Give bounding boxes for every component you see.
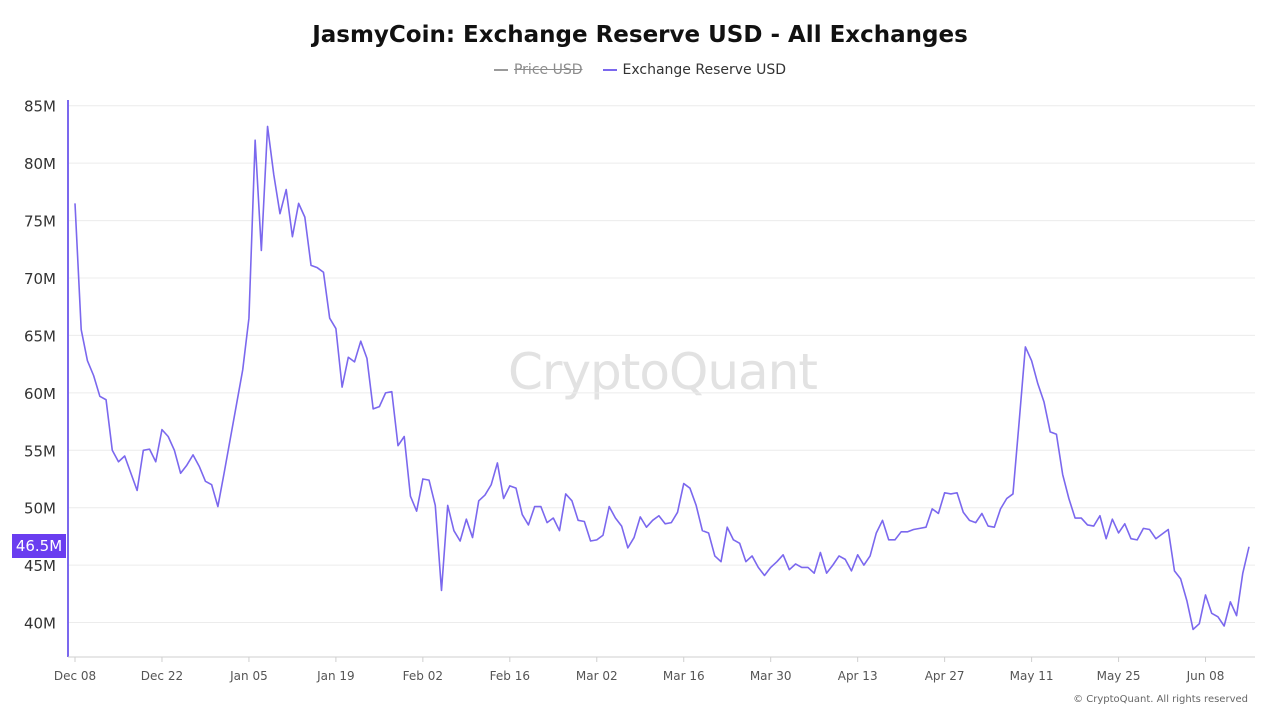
y-tick-label: 80M bbox=[24, 155, 56, 173]
chart-title: JasmyCoin: Exchange Reserve USD - All Ex… bbox=[312, 22, 968, 48]
legend-item-exchange-reserve-usd[interactable]: Exchange Reserve USD bbox=[602, 62, 787, 78]
y-tick-label: 60M bbox=[24, 385, 56, 403]
y-tick-label: 70M bbox=[24, 270, 56, 288]
x-tick-label: Mar 16 bbox=[663, 669, 705, 683]
legend-label-price-usd: Price USD bbox=[513, 62, 583, 78]
y-tick-label: 40M bbox=[24, 615, 56, 633]
watermark: CryptoQuant bbox=[508, 343, 818, 401]
x-tick-label: Mar 30 bbox=[750, 669, 792, 683]
legend-item-price-usd[interactable]: Price USD bbox=[493, 62, 583, 78]
series-line-exchange-reserve-usd bbox=[74, 125, 1250, 631]
legend-swatch-exchange-reserve-usd bbox=[602, 69, 617, 71]
legend-swatch-price-usd bbox=[493, 69, 508, 71]
x-tick-label: Jun 08 bbox=[1186, 669, 1225, 683]
y-tick-label: 75M bbox=[24, 213, 56, 231]
x-tick-label: Apr 13 bbox=[838, 669, 878, 683]
x-tick-label: Dec 22 bbox=[141, 669, 183, 683]
y-tick-label: 55M bbox=[24, 442, 56, 460]
credits: © CryptoQuant. All rights reserved bbox=[1073, 694, 1248, 705]
x-tick-label: Feb 16 bbox=[490, 669, 530, 683]
y-tick-label: 45M bbox=[24, 557, 56, 575]
y-tick-label: 65M bbox=[24, 327, 56, 345]
x-tick-label: May 11 bbox=[1010, 669, 1054, 683]
y-tick-label: 85M bbox=[24, 98, 56, 116]
y-tick-label: 50M bbox=[24, 500, 56, 518]
x-tick-label: Jan 19 bbox=[316, 669, 355, 683]
x-tick-label: Jan 05 bbox=[229, 669, 268, 683]
x-tick-label: May 25 bbox=[1097, 669, 1141, 683]
x-tick-label: Apr 27 bbox=[925, 669, 965, 683]
chart-legend: Price USD Exchange Reserve USD bbox=[0, 62, 1280, 78]
current-value-label: 46.5M bbox=[12, 534, 66, 558]
x-tick-label: Mar 02 bbox=[576, 669, 618, 683]
legend-label-exchange-reserve-usd: Exchange Reserve USD bbox=[622, 62, 787, 78]
x-tick-label: Feb 02 bbox=[403, 669, 443, 683]
x-tick-label: Dec 08 bbox=[54, 669, 96, 683]
